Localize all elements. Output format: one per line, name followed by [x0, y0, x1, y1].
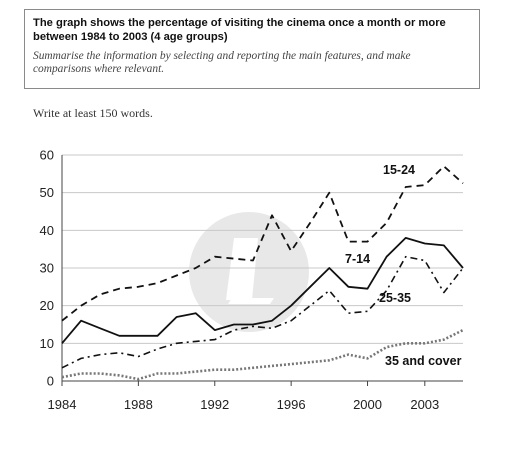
series-lines	[61, 165, 464, 381]
x-tick-label: 2003	[410, 397, 439, 412]
task-title: The graph shows the percentage of visiti…	[33, 17, 446, 43]
gridlines	[62, 154, 463, 344]
axes	[61, 155, 463, 386]
labels: 0 10 20 30 40 50 60 1984 1988 1992 1996 2000 2003 15-…	[40, 148, 462, 413]
y-tick-label: 30	[40, 261, 54, 276]
series-line-15-24	[61, 165, 464, 322]
series-line-25-35	[61, 255, 464, 369]
series-label-35-and-cover: 35 and cover	[385, 354, 462, 368]
y-tick-label: 20	[40, 298, 54, 313]
y-tick-label: 50	[40, 185, 54, 200]
y-tick-label: 10	[40, 336, 54, 351]
series-label-25-35: 25-35	[379, 291, 411, 305]
x-tick-label: 2000	[353, 397, 382, 412]
x-tick-label: 1988	[124, 397, 153, 412]
y-tick-label: 60	[40, 148, 54, 163]
x-tick-label: 1992	[200, 397, 229, 412]
series-line-7-14	[61, 236, 464, 344]
task-instructions: Summarise the information by selecting a…	[33, 50, 411, 75]
x-tick-label: 1984	[48, 397, 77, 412]
series-label-7-14: 7-14	[345, 252, 370, 266]
series-line-35-and-cover	[61, 328, 464, 381]
task-box: The graph shows the percentage of visiti…	[24, 9, 480, 89]
watermark-logo	[189, 212, 309, 332]
y-tick-label: 0	[47, 374, 54, 389]
series-label-15-24: 15-24	[383, 163, 415, 177]
x-tick-label: 1996	[277, 397, 306, 412]
word-count-note: Write at least 150 words.	[33, 106, 153, 120]
y-tick-label: 40	[40, 223, 54, 238]
